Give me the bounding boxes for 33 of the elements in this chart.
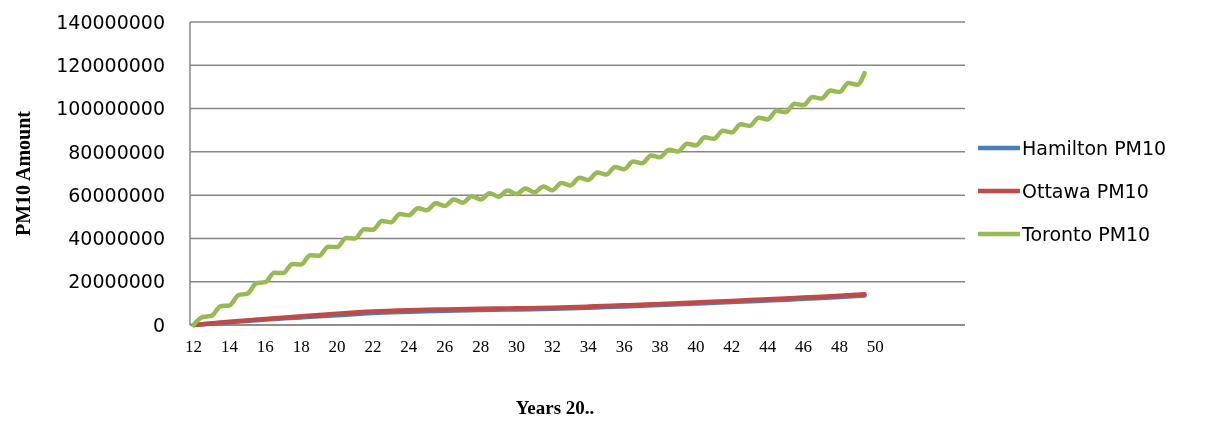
x-tick-label: 38 <box>651 337 669 356</box>
x-tick-label: 36 <box>615 337 633 356</box>
y-tick-label: 100000000 <box>56 97 165 120</box>
x-tick-label: 26 <box>436 337 454 356</box>
x-tick-label: 28 <box>472 337 490 356</box>
y-tick-label: 120000000 <box>56 53 165 76</box>
y-tick-label: 40000000 <box>68 227 165 250</box>
y-tick-label: 80000000 <box>68 140 165 163</box>
y-tick-label: 20000000 <box>68 270 165 293</box>
y-tick-label: 140000000 <box>56 10 165 33</box>
x-tick-label: 32 <box>543 337 561 356</box>
x-tick-label: 20 <box>328 337 346 356</box>
legend-label: Toronto PM10 <box>1021 222 1151 245</box>
x-axis-title: Years 20.. <box>515 397 595 418</box>
x-tick-label: 42 <box>723 337 741 356</box>
x-tick-label: 16 <box>256 337 274 356</box>
y-tick-label: 0 <box>152 313 165 336</box>
x-tick-label: 44 <box>759 337 777 356</box>
legend-label: Ottawa PM10 <box>1022 179 1149 202</box>
x-tick-label: 50 <box>866 337 884 356</box>
x-tick-label: 46 <box>795 337 813 356</box>
x-tick-label: 14 <box>220 337 239 356</box>
x-tick-label: 18 <box>292 337 310 356</box>
x-tick-label: 22 <box>364 337 382 356</box>
x-tick-label: 30 <box>508 337 525 356</box>
x-tick-label: 34 <box>579 337 598 356</box>
x-tick-label: 12 <box>185 337 203 356</box>
y-tick-label: 60000000 <box>68 183 165 206</box>
legend-label: Hamilton PM10 <box>1022 136 1167 159</box>
y-axis-title: PM10 Amount <box>12 110 34 236</box>
x-tick-label: 40 <box>687 337 705 356</box>
x-tick-label: 48 <box>830 337 848 356</box>
x-tick-label: 24 <box>400 337 418 356</box>
